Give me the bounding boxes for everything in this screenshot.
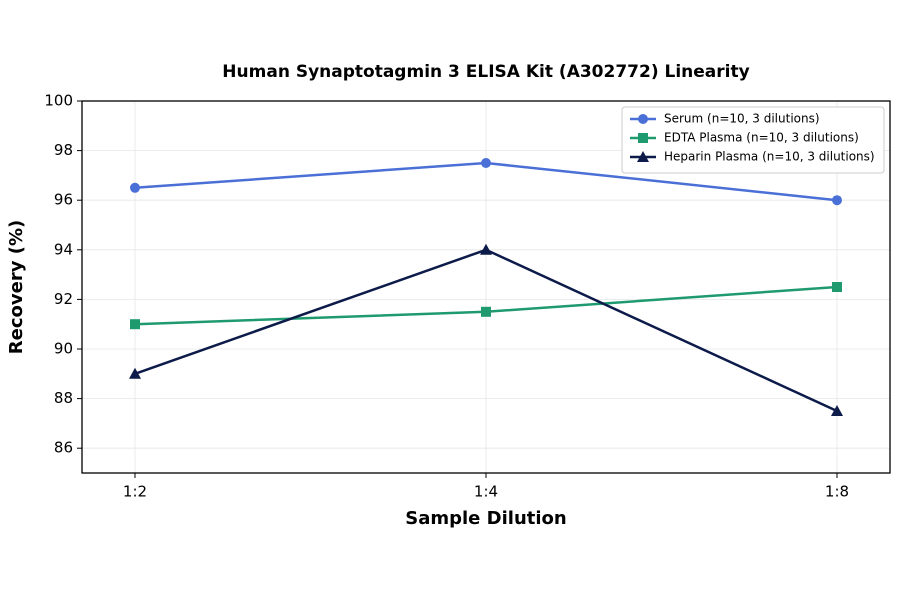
- legend-marker: [638, 133, 648, 143]
- marker: [481, 158, 491, 168]
- marker: [832, 282, 842, 292]
- legend-marker: [637, 151, 649, 162]
- legend-marker: [638, 114, 648, 124]
- legend: Serum (n=10, 3 dilutions) EDTA Plasma (n=…: [621, 106, 885, 174]
- marker: [832, 195, 842, 206]
- x-tick-label: 1:2: [123, 483, 147, 501]
- legend-label: Serum (n=10, 3 dilutions): [664, 112, 820, 126]
- y-tick-label: 90: [54, 340, 73, 358]
- x-axis-label: Sample Dilution: [405, 508, 566, 529]
- marker: [130, 319, 140, 330]
- y-tick-label: 86: [54, 439, 73, 457]
- y-axis-label: Recovery (%): [6, 220, 27, 354]
- marker: [129, 367, 141, 379]
- legend-frame: [621, 106, 885, 174]
- marker: [481, 306, 491, 317]
- y-tick-label: 92: [54, 290, 73, 308]
- y-tick-label: 88: [54, 389, 73, 407]
- marker: [831, 405, 843, 416]
- y-tick-label: 94: [54, 240, 73, 258]
- plot-frame: [81, 100, 891, 474]
- x-tick-label: 1:4: [474, 483, 498, 501]
- marker: [130, 182, 140, 193]
- legend-label: EDTA Plasma (n=10, 3 dilutions): [664, 131, 859, 145]
- chart-title: Human Synaptotagmin 3 ELISA Kit (A302772…: [222, 62, 749, 82]
- marker: [480, 243, 492, 255]
- y-tick-label: 98: [54, 141, 73, 159]
- y-tick-label: 100: [44, 92, 73, 110]
- y-tick-label: 96: [54, 191, 73, 209]
- x-tick-label: 1:8: [825, 483, 849, 501]
- legend-label: Heparin Plasma (n=10, 3 dilutions): [664, 150, 875, 164]
